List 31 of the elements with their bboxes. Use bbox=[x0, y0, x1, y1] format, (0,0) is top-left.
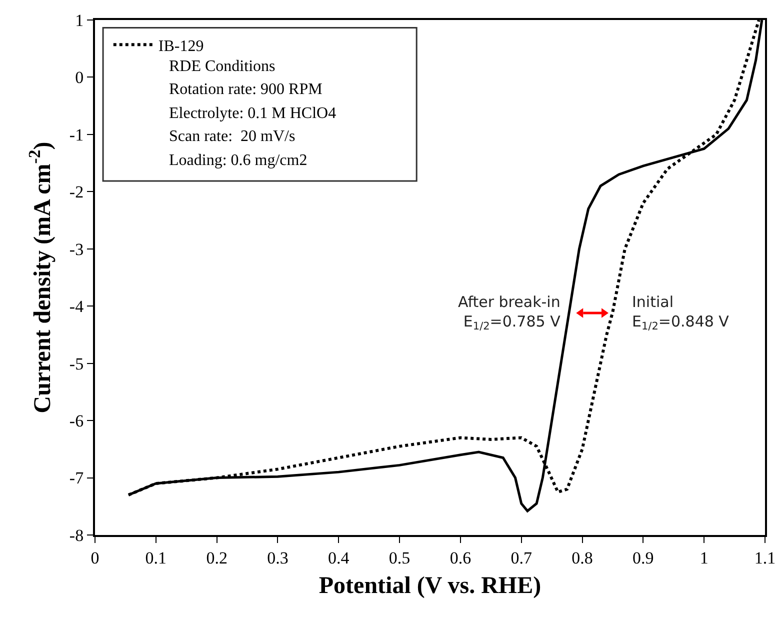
y-tick-label: -7 bbox=[69, 468, 84, 488]
annotation: After break-in E$_{1/2}$=0.785 V bbox=[458, 293, 562, 333]
x-axis-title: Potential (V vs. RHE) bbox=[318, 573, 542, 600]
y-tick-label: -3 bbox=[69, 240, 84, 259]
x-tick-label: 0.8 bbox=[572, 548, 593, 568]
y-tick-label: -1 bbox=[69, 125, 84, 144]
y-tick-label: -2 bbox=[69, 182, 84, 202]
y-tick-label: -6 bbox=[69, 412, 84, 431]
x-tick-label: 0.6 bbox=[450, 548, 472, 568]
annotation: Scan rate: 20 mV/s bbox=[169, 128, 296, 145]
annotation: Electrolyte: 0.1 M HClO4 bbox=[169, 105, 336, 122]
x-tick-label: 0.1 bbox=[145, 548, 167, 568]
y-tick-label: 0 bbox=[75, 68, 84, 88]
y-tick-label: 1 bbox=[75, 10, 84, 30]
annotation: RDE Conditions bbox=[169, 58, 276, 75]
y-tick-label: -5 bbox=[69, 354, 84, 374]
x-tick-label: 0.4 bbox=[328, 548, 350, 568]
legend-label: IB-129 bbox=[158, 38, 204, 55]
x-tick-label: 0 bbox=[90, 548, 100, 568]
x-tick-label: 1 bbox=[700, 548, 708, 568]
x-tick-label: 0.7 bbox=[510, 548, 532, 568]
annotation: Rotation rate: 900 RPM bbox=[169, 81, 322, 98]
x-tick-label: 0.9 bbox=[632, 548, 654, 568]
x-tick-label: 0.5 bbox=[388, 548, 410, 568]
annotation: Loading: 0.6 mg/cm2 bbox=[169, 152, 308, 169]
y-tick-label: -8 bbox=[69, 526, 84, 545]
x-tick-label: 1.1 bbox=[754, 548, 776, 568]
annotation: Initial E$_{1/2}$=0.848 V bbox=[632, 293, 730, 333]
x-tick-label: 0.2 bbox=[206, 548, 228, 568]
y-tick-label: -4 bbox=[69, 297, 84, 316]
x-tick-label: 0.3 bbox=[267, 548, 288, 568]
